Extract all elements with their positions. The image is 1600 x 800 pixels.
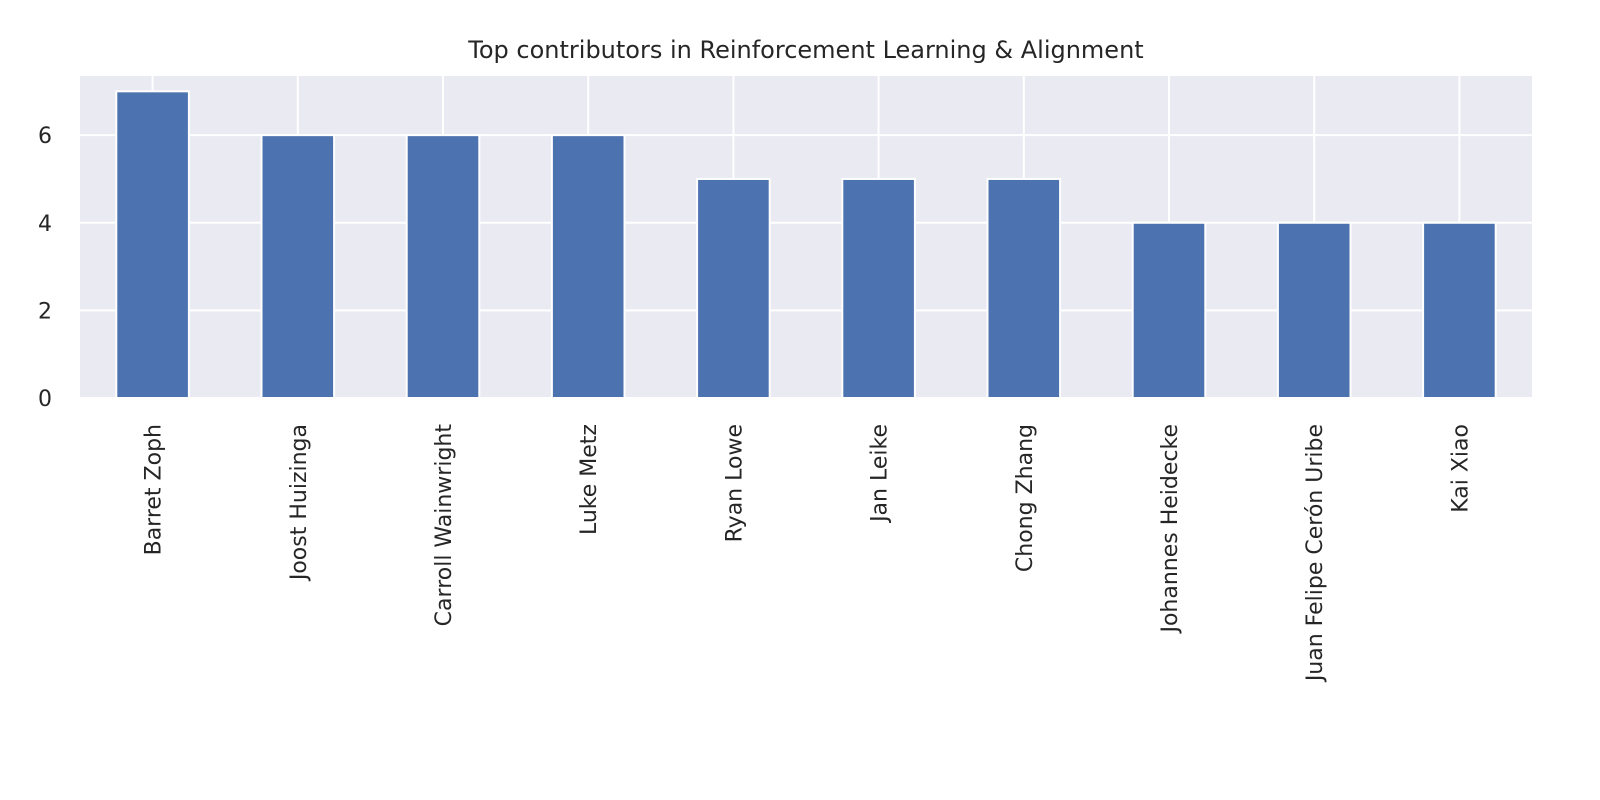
bar [115,90,190,399]
x-tick-label: Kai Xiao [1448,424,1473,513]
bar [260,134,336,399]
y-tick-label: 0 [38,387,52,412]
bar [550,134,626,399]
bar [405,134,481,399]
x-tick-label: Chong Zhang [1013,424,1038,572]
x-tick-label: Joost Huizinga [287,424,312,582]
x-tick-label: Johannes Heidecke [1158,424,1183,635]
bar [1276,221,1352,399]
chart-title: Top contributors in Reinforcement Learni… [467,36,1143,64]
x-tick-label: Barret Zoph [142,424,167,555]
y-tick-label: 4 [38,212,52,237]
x-tick-label: Ryan Lowe [722,424,747,542]
bar [986,177,1062,399]
x-tick-label: Carroll Wainwright [432,424,457,627]
x-tick-label: Juan Felipe Cerón Uribe [1303,424,1328,683]
x-tick-label: Luke Metz [577,424,602,535]
y-axis-ticks: 0 2 4 6 [38,124,52,412]
bar [841,177,916,399]
bar [1131,221,1207,399]
bars [115,90,1497,399]
y-tick-label: 6 [38,124,52,149]
x-tick-label: Jan Leike [868,424,893,524]
x-axis-ticks: Barret Zoph Joost Huizinga Carroll Wainwri… [142,424,1474,684]
bar [696,177,771,399]
bar [1422,221,1497,399]
y-tick-label: 2 [38,299,52,324]
